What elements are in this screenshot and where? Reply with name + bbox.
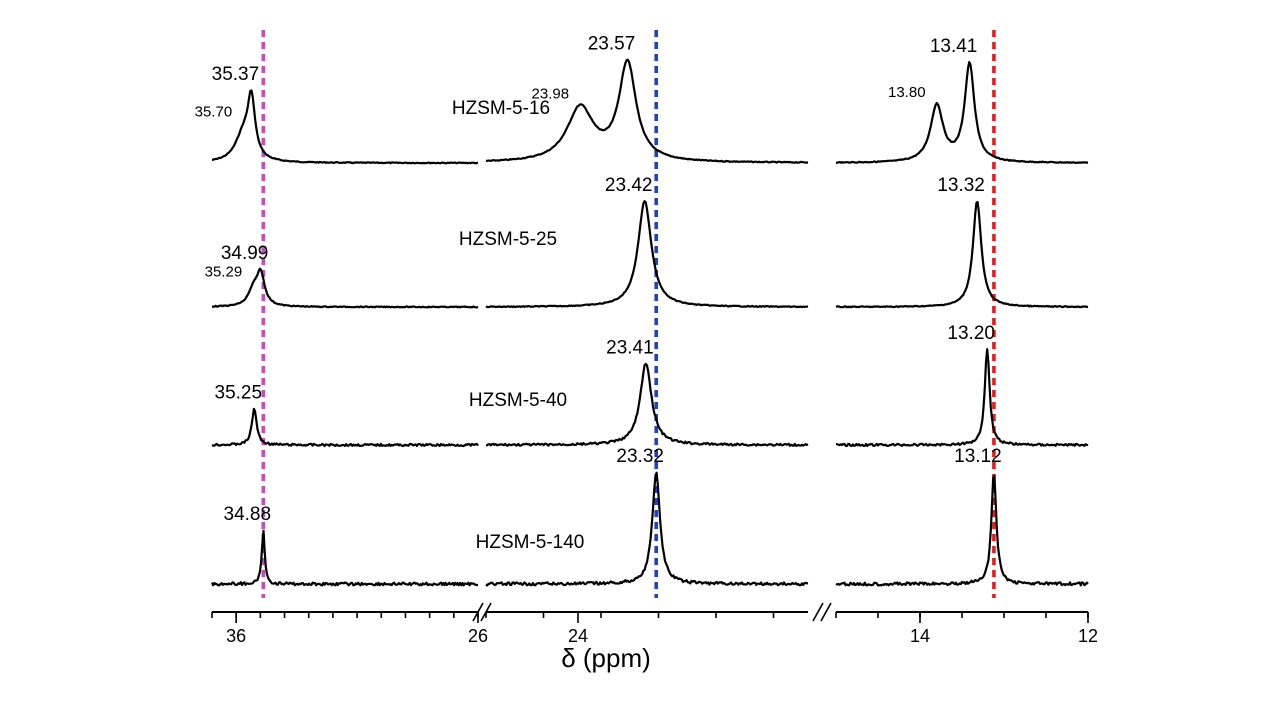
peak-label: 13.12: [954, 446, 1002, 467]
tick-label: 36: [226, 626, 246, 646]
axis-break-mark: [820, 602, 832, 622]
peak-label: 23.32: [616, 446, 664, 467]
spectrum-hzsm-5-40-segment-1: [211, 407, 479, 448]
series-label: HZSM-5-25: [459, 229, 557, 250]
series-label: HZSM-5-16: [452, 98, 550, 119]
series-label: HZSM-5-140: [476, 532, 585, 553]
spectrum-hzsm-5-16-segment-1: [211, 89, 479, 165]
x-axis-title: δ (ppm): [561, 643, 651, 673]
tick-label: 14: [910, 626, 930, 646]
peak-label: 13.41: [930, 36, 978, 57]
spectrum-hzsm-5-140-segment-2: [485, 471, 809, 587]
spectra: [210, 58, 1089, 587]
spectrum-hzsm-5-16-segment-2: [485, 58, 809, 164]
tick-label: 24: [568, 626, 588, 646]
spectrum-hzsm-5-140-segment-3: [835, 474, 1089, 587]
axis-break-mark: [472, 602, 484, 622]
reference-lines: [261, 30, 996, 598]
spectrum-hzsm-5-25-segment-3: [835, 200, 1089, 309]
spectrum-hzsm-5-25-segment-2: [485, 200, 809, 309]
peak-labels: HZSM-5-16 35.70 35.37 23.98 23.57 13.80 13.41 H…: [195, 33, 1002, 553]
spectrum-hzsm-5-140-segment-1: [210, 529, 479, 587]
spectrum-hzsm-5-25-segment-1: [211, 267, 479, 309]
axis-break-mark: [480, 602, 492, 622]
axis-break-mark: [812, 602, 824, 622]
peak-label: 23.98: [532, 86, 570, 103]
spectrum-hzsm-5-40-segment-2: [485, 362, 809, 447]
peak-label: 34.88: [224, 504, 272, 525]
x-axis: 36 26 24 14 12: [211, 602, 1098, 646]
peak-label: 23.42: [605, 175, 653, 196]
peak-label: 35.25: [215, 383, 263, 404]
peak-label: 34.99: [221, 243, 269, 264]
peak-label: 13.20: [947, 323, 995, 344]
series-label: HZSM-5-40: [469, 390, 567, 411]
peak-label: 13.32: [937, 175, 985, 196]
peak-label: 35.70: [195, 104, 233, 121]
tick-label: 26: [468, 626, 488, 646]
spectrum-hzsm-5-16-segment-3: [835, 61, 1089, 164]
peak-label: 23.41: [606, 337, 654, 358]
peak-label: 35.29: [205, 263, 243, 280]
spectrum-hzsm-5-40-segment-3: [835, 348, 1089, 448]
tick-label: 12: [1078, 626, 1098, 646]
peak-label: 35.37: [212, 64, 260, 85]
peak-label: 13.80: [888, 84, 926, 101]
peak-label: 23.57: [588, 33, 636, 54]
